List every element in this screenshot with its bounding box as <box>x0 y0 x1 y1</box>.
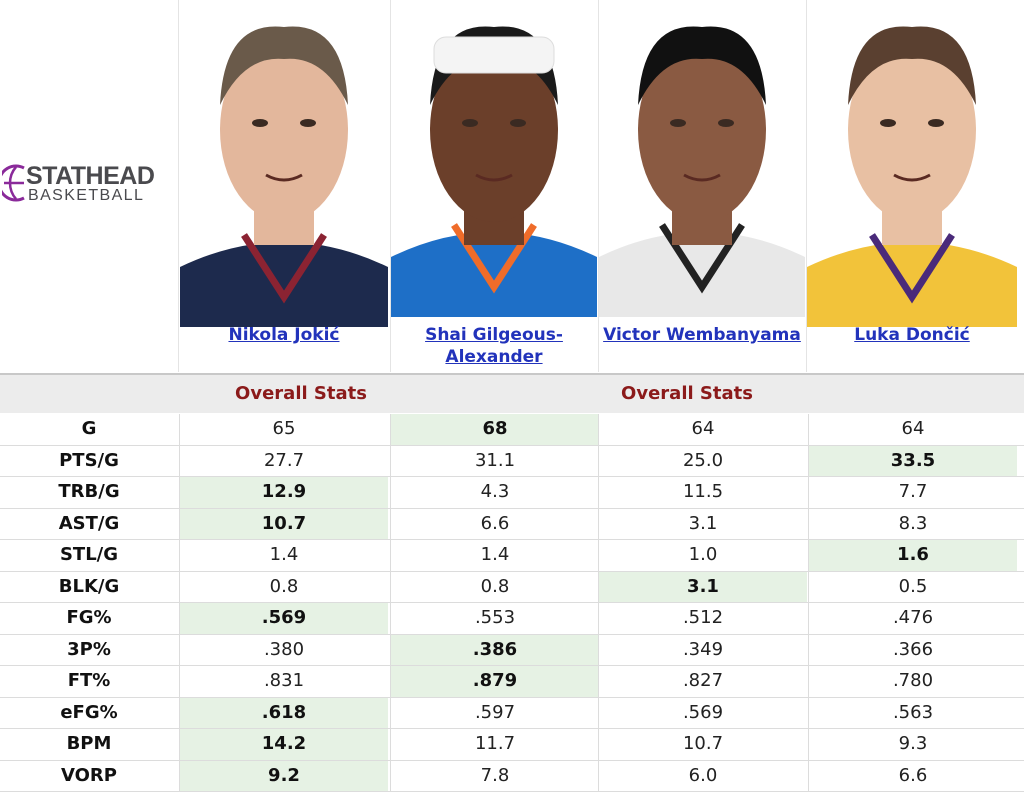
stat-value: 6.6 <box>808 761 1017 792</box>
stat-value: .386 <box>390 635 599 666</box>
logo-wordmark-top: STATHEAD <box>26 162 154 190</box>
player-photo <box>599 0 805 317</box>
stat-value: 0.8 <box>390 572 599 603</box>
player-name-link[interactable]: Shai Gilgeous-Alexander <box>392 324 596 368</box>
stat-label: STL/G <box>0 540 178 571</box>
stat-value: 3.1 <box>598 509 807 540</box>
stat-label: PTS/G <box>0 446 178 477</box>
stat-label: FG% <box>0 603 178 634</box>
stat-value: 33.5 <box>808 446 1017 477</box>
stat-value: 9.2 <box>179 761 388 792</box>
stat-value: 7.7 <box>808 477 1017 508</box>
stat-value: .380 <box>179 635 388 666</box>
stat-row: FG%.569.553.512.476 <box>0 603 1024 635</box>
player-photo <box>180 0 388 327</box>
stat-value: .563 <box>808 698 1017 729</box>
stat-value: 0.5 <box>808 572 1017 603</box>
stathead-logo: STATHEAD BASKETBALL <box>2 162 178 206</box>
stat-value: .366 <box>808 635 1017 666</box>
stat-value: .476 <box>808 603 1017 634</box>
stat-value: .827 <box>598 666 807 697</box>
player-name-link[interactable]: Nikola Jokić <box>182 324 386 346</box>
player-name-link[interactable]: Victor Wembanyama <box>600 324 804 346</box>
logo-wordmark-bottom: BASKETBALL <box>28 187 144 205</box>
stat-value: 8.3 <box>808 509 1017 540</box>
section-header-right: Overall Stats <box>584 383 790 404</box>
stat-value: .879 <box>390 666 599 697</box>
stat-label: TRB/G <box>0 477 178 508</box>
stat-value: 1.4 <box>390 540 599 571</box>
stat-value: .569 <box>179 603 388 634</box>
stat-label: G <box>0 414 178 445</box>
stat-value: .512 <box>598 603 807 634</box>
player-photo <box>391 0 597 317</box>
stat-value: 64 <box>598 414 807 445</box>
stat-value: .349 <box>598 635 807 666</box>
stat-label: BLK/G <box>0 572 178 603</box>
stat-value: 27.7 <box>179 446 388 477</box>
stat-value: 11.5 <box>598 477 807 508</box>
player-name-link[interactable]: Luka Dončić <box>810 324 1014 346</box>
stat-label: FT% <box>0 666 178 697</box>
stat-value: 4.3 <box>390 477 599 508</box>
stat-row: FT%.831.879.827.780 <box>0 666 1024 698</box>
stat-value: 3.1 <box>598 572 807 603</box>
stat-value: 10.7 <box>598 729 807 760</box>
stat-label: AST/G <box>0 509 178 540</box>
stat-value: .569 <box>598 698 807 729</box>
stat-value: 65 <box>179 414 388 445</box>
stat-value: 9.3 <box>808 729 1017 760</box>
stat-label: VORP <box>0 761 178 792</box>
stat-value: 64 <box>808 414 1017 445</box>
stat-value: 7.8 <box>390 761 599 792</box>
stat-value: .780 <box>808 666 1017 697</box>
stat-value: 10.7 <box>179 509 388 540</box>
basketball-icon <box>2 164 26 202</box>
stat-value: 6.6 <box>390 509 599 540</box>
stat-value: 1.6 <box>808 540 1017 571</box>
stat-value: 11.7 <box>390 729 599 760</box>
section-header-row: Overall Stats Overall Stats <box>0 373 1024 413</box>
stat-value: 0.8 <box>179 572 388 603</box>
stat-row: eFG%.618.597.569.563 <box>0 698 1024 730</box>
stat-value: 1.4 <box>179 540 388 571</box>
section-header-left: Overall Stats <box>198 383 404 404</box>
stat-label: 3P% <box>0 635 178 666</box>
stat-row: 3P%.380.386.349.366 <box>0 635 1024 667</box>
stat-value: .618 <box>179 698 388 729</box>
stat-value: 31.1 <box>390 446 599 477</box>
stat-label: eFG% <box>0 698 178 729</box>
stat-value: 25.0 <box>598 446 807 477</box>
player-photo <box>807 0 1017 327</box>
stat-label: BPM <box>0 729 178 760</box>
stat-value: 6.0 <box>598 761 807 792</box>
stat-value: .831 <box>179 666 388 697</box>
column-divider <box>178 0 179 372</box>
stat-value: 68 <box>390 414 599 445</box>
stat-value: .553 <box>390 603 599 634</box>
stat-value: 1.0 <box>598 540 807 571</box>
stat-value: .597 <box>390 698 599 729</box>
stat-value: 12.9 <box>179 477 388 508</box>
stat-value: 14.2 <box>179 729 388 760</box>
